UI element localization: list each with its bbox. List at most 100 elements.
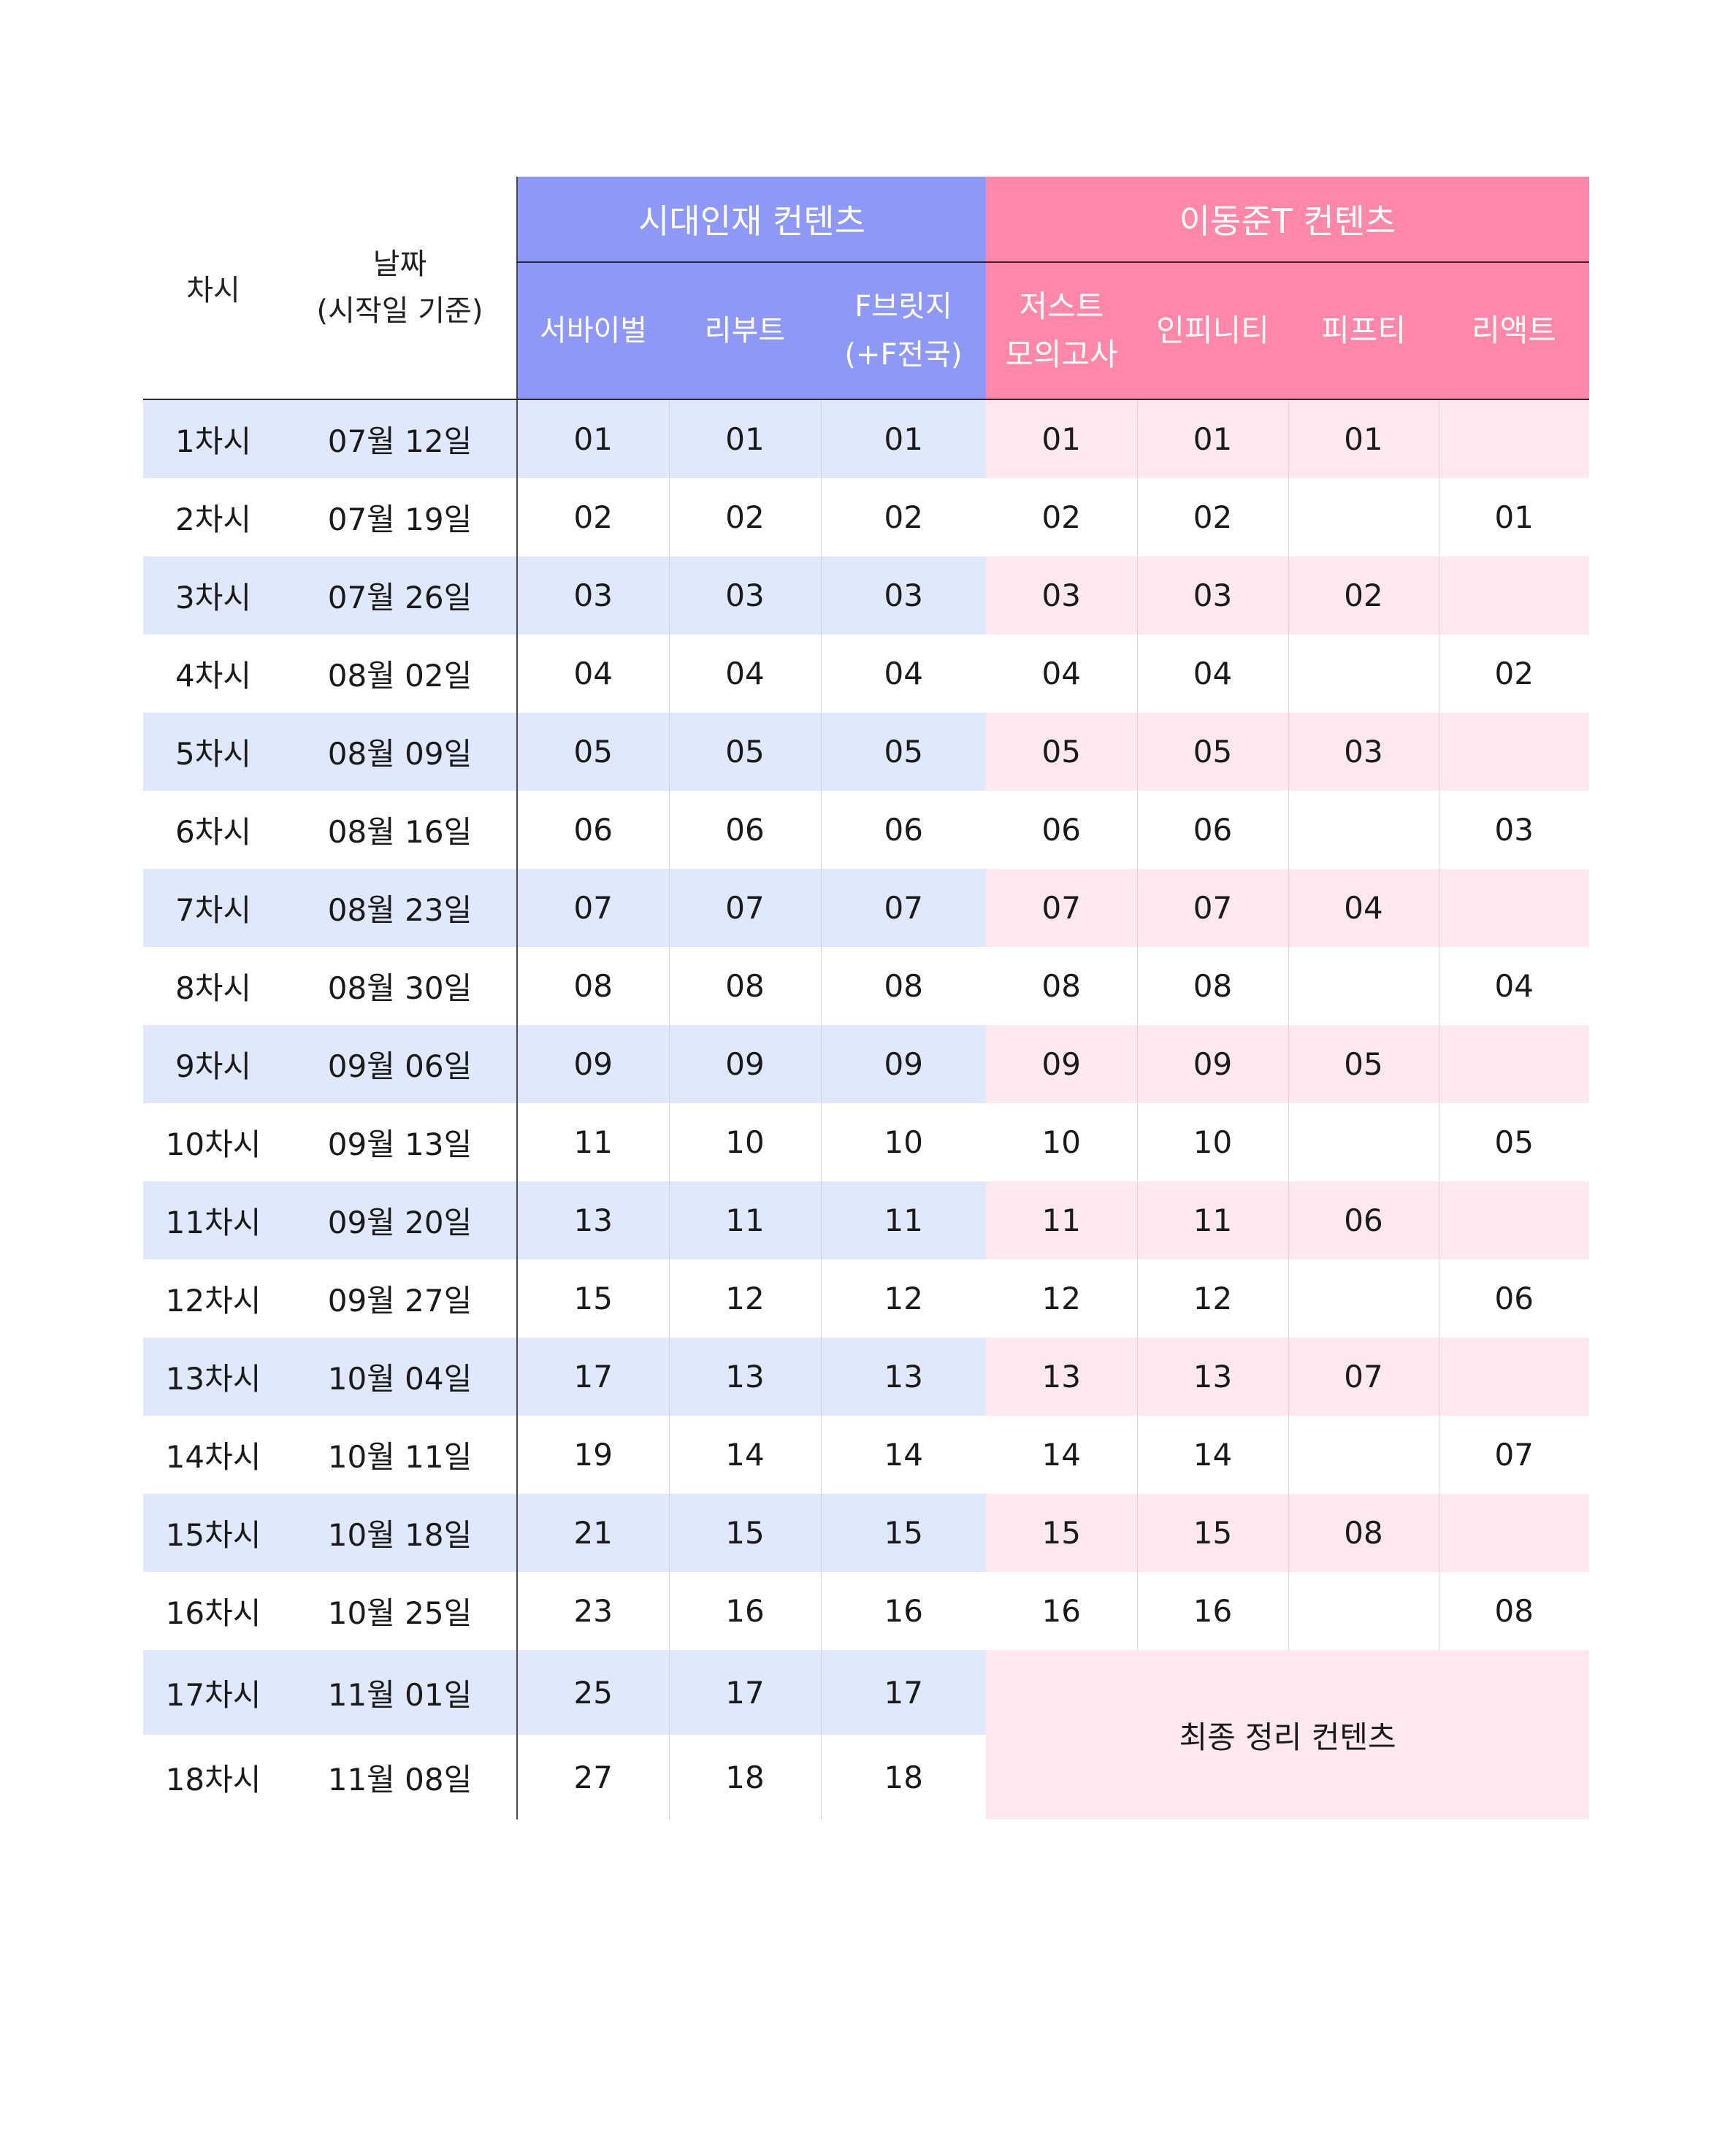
content-a-cell: 04 xyxy=(668,634,821,713)
content-b-cell: 12 xyxy=(1136,1259,1289,1338)
content-a-cell: 02 xyxy=(668,478,821,556)
content-b-cell: 08 xyxy=(1288,1494,1439,1572)
subheader-survival: 서바이벌 xyxy=(516,262,669,400)
table-row: 17차시 11월 01일 25 17 17 최종 정리 컨텐츠 xyxy=(143,1650,1590,1819)
content-b-cell xyxy=(1438,869,1590,947)
content-b-cell xyxy=(1288,634,1439,713)
content-a-cell: 06 xyxy=(668,791,821,869)
content-b-cell: 03 xyxy=(1438,791,1590,869)
subheader-fbridge-line2: (+F전국) xyxy=(844,338,963,372)
session-cell: 2차시 xyxy=(143,478,283,556)
content-b-cell: 08 xyxy=(1438,1572,1590,1650)
content-a-cell: 15 xyxy=(820,1494,987,1572)
table-row: 12차시 09월 27일 15 12 12 12 12 06 xyxy=(143,1259,1590,1338)
final-review-cell: 최종 정리 컨텐츠 xyxy=(986,1650,1590,1819)
content-a-cell: 02 xyxy=(820,478,987,556)
content-b-cell: 03 xyxy=(986,556,1138,634)
content-b-cell: 06 xyxy=(1136,791,1289,869)
date-cell: 08월 02일 xyxy=(283,634,517,713)
subheader-fbridge-line1: F브릿지 xyxy=(854,290,952,323)
header-date-line1: 날짜 xyxy=(372,248,427,281)
date-cell: 09월 27일 xyxy=(283,1259,517,1338)
content-b-cell: 06 xyxy=(1288,1181,1439,1259)
date-cell: 09월 20일 xyxy=(283,1181,517,1259)
session-cell: 14차시 xyxy=(143,1416,283,1494)
content-a-cell: 01 xyxy=(820,399,987,478)
content-b-cell: 04 xyxy=(1438,947,1590,1025)
content-b-cell: 09 xyxy=(986,1025,1138,1103)
session-cell: 11차시 xyxy=(143,1181,283,1259)
content-a-cell: 04 xyxy=(516,634,669,713)
content-a-cell: 14 xyxy=(668,1416,821,1494)
session-cell: 8차시 xyxy=(143,947,283,1025)
date-cell: 08월 09일 xyxy=(283,713,517,791)
content-b-cell: 13 xyxy=(986,1338,1138,1416)
date-cell: 07월 12일 xyxy=(283,399,517,478)
subheader-infinity: 인피니티 xyxy=(1137,262,1289,400)
content-a-cell: 05 xyxy=(668,713,821,791)
content-b-cell: 05 xyxy=(986,713,1138,791)
content-a-cell: 12 xyxy=(668,1259,821,1338)
date-cell: 11월 01일 xyxy=(283,1650,517,1735)
content-a-cell: 16 xyxy=(820,1572,987,1650)
content-b-cell: 07 xyxy=(1136,869,1289,947)
content-a-cell: 03 xyxy=(820,556,987,634)
content-a-cell: 01 xyxy=(516,399,669,478)
content-b-cell: 16 xyxy=(1136,1572,1289,1650)
session-cell: 3차시 xyxy=(143,556,283,634)
content-a-cell: 11 xyxy=(820,1181,987,1259)
content-b-cell xyxy=(1288,1259,1439,1338)
date-cell: 10월 04일 xyxy=(283,1338,517,1416)
content-a-cell: 13 xyxy=(516,1181,669,1259)
content-a-cell: 04 xyxy=(820,634,987,713)
content-a-cell: 14 xyxy=(820,1416,987,1494)
content-b-cell xyxy=(1438,713,1590,791)
table-row: 15차시 10월 18일 21 15 15 15 15 08 xyxy=(143,1494,1590,1572)
date-cell: 08월 30일 xyxy=(283,947,517,1025)
content-b-cell: 10 xyxy=(1136,1103,1289,1181)
group-header-sidaeinjae: 시대인재 컨텐츠 xyxy=(516,177,987,263)
content-a-cell: 08 xyxy=(820,947,987,1025)
content-b-cell: 15 xyxy=(986,1494,1138,1572)
content-b-cell: 05 xyxy=(1438,1103,1590,1181)
content-b-cell: 10 xyxy=(986,1103,1138,1181)
subheader-fbridge: F브릿지 (+F전국) xyxy=(821,262,987,400)
session-cell: 4차시 xyxy=(143,634,283,713)
content-b-cell: 07 xyxy=(986,869,1138,947)
content-a-cell: 03 xyxy=(516,556,669,634)
content-a-cell: 07 xyxy=(516,869,669,947)
content-b-cell: 08 xyxy=(1136,947,1289,1025)
content-b-cell xyxy=(1288,791,1439,869)
date-cell: 07월 26일 xyxy=(283,556,517,634)
content-b-cell: 09 xyxy=(1136,1025,1289,1103)
content-b-cell: 02 xyxy=(1136,478,1289,556)
date-cell: 07월 19일 xyxy=(283,478,517,556)
date-cell: 09월 06일 xyxy=(283,1025,517,1103)
group-header-leedongjun: 이동준T 컨텐츠 xyxy=(986,177,1590,263)
content-a-cell: 08 xyxy=(668,947,821,1025)
content-a-cell: 18 xyxy=(820,1735,987,1819)
table-row: 13차시 10월 04일 17 13 13 13 13 07 xyxy=(143,1338,1590,1416)
content-b-cell: 14 xyxy=(1136,1416,1289,1494)
content-b-cell: 05 xyxy=(1136,713,1289,791)
date-cell: 08월 23일 xyxy=(283,869,517,947)
table-row: 8차시 08월 30일 08 08 08 08 08 04 xyxy=(143,947,1590,1025)
table-row: 9차시 09월 06일 09 09 09 09 09 05 xyxy=(143,1025,1590,1103)
content-b-cell: 12 xyxy=(986,1259,1138,1338)
content-a-cell: 18 xyxy=(668,1735,821,1819)
content-a-cell: 06 xyxy=(516,791,669,869)
content-b-cell xyxy=(1288,1416,1439,1494)
session-cell: 18차시 xyxy=(143,1735,283,1819)
session-cell: 16차시 xyxy=(143,1572,283,1650)
table-row: 18차시 11월 08일 27 18 18 xyxy=(143,1735,1589,1819)
content-b-cell: 14 xyxy=(986,1416,1138,1494)
content-b-cell: 02 xyxy=(1438,634,1590,713)
header-session: 차시 xyxy=(143,177,283,400)
content-a-cell: 15 xyxy=(668,1494,821,1572)
date-cell: 08월 16일 xyxy=(283,791,517,869)
content-b-cell xyxy=(1438,1338,1590,1416)
schedule-table: 차시 날짜 (시작일 기준) 시대인재 컨텐츠 이동준T 컨텐츠 서바이벌 리부… xyxy=(143,177,1590,1819)
content-a-cell: 11 xyxy=(668,1181,821,1259)
content-b-cell: 01 xyxy=(1438,478,1590,556)
content-a-cell: 07 xyxy=(668,869,821,947)
